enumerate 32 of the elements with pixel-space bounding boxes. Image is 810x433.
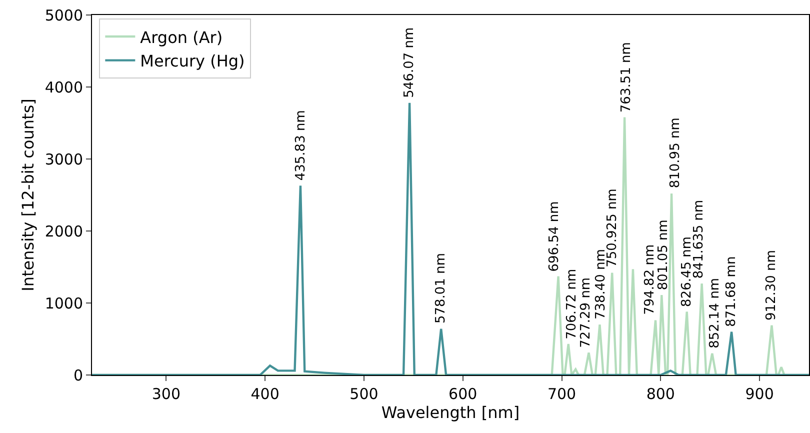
x-tick-label: 700 xyxy=(547,385,576,403)
annotation: 801.05 nm xyxy=(656,220,671,290)
legend-label: Mercury (Hg) xyxy=(140,52,245,71)
annotation: 727.29 nm xyxy=(578,277,594,348)
annotation: 578.01 nm xyxy=(434,253,449,324)
x-tick-label: 400 xyxy=(250,385,280,403)
legend-label: Argon (Ar) xyxy=(140,28,223,47)
y-axis-title: Intensity [12-bit counts] xyxy=(18,98,38,292)
annotation: 871.68 mn xyxy=(724,256,740,327)
x-tick-label: 600 xyxy=(448,385,478,403)
x-tick-label: 800 xyxy=(646,385,675,403)
annotation: 810.95 nm xyxy=(668,118,684,188)
y-tick-label: 1000 xyxy=(44,294,83,312)
y-tick-label: 5000 xyxy=(44,6,83,24)
annotation: 841.635 nm xyxy=(691,200,706,279)
annotation: 435.83 nm xyxy=(293,110,308,181)
annotation: 852.14 nm xyxy=(708,278,723,348)
x-tick-label: 500 xyxy=(350,385,378,403)
annotation: 794.82 nm xyxy=(642,244,658,315)
annotation: 696.54 nm xyxy=(547,201,562,272)
annotation: 763.51 nm xyxy=(619,42,634,113)
y-tick-label: 3000 xyxy=(44,150,83,168)
y-tick-label: 2000 xyxy=(44,222,83,240)
y-tick-label: 0 xyxy=(73,366,83,384)
x-axis-title: Wavelength [nm] xyxy=(381,403,520,422)
x-tick-label: 300 xyxy=(152,385,180,403)
annotation: 912.30 nm xyxy=(764,250,779,321)
annotation: 750.925 nm xyxy=(604,188,620,268)
x-tick-label: 900 xyxy=(745,385,774,403)
annotation: 706.72 nm xyxy=(564,268,580,340)
annotation: 546.07 nm xyxy=(402,27,418,98)
y-tick-label: 4000 xyxy=(44,78,83,96)
